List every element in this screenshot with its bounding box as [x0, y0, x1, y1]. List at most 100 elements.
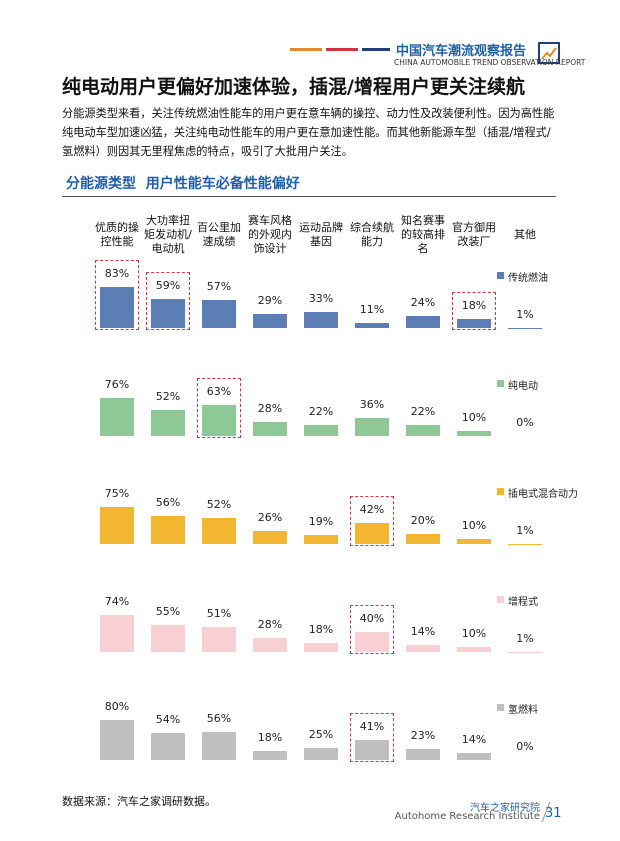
category-label: 官方御用改装厂 — [452, 221, 496, 248]
value-label: 74% — [104, 595, 130, 608]
value-label: 59% — [155, 278, 181, 292]
bar — [202, 404, 236, 436]
bar — [406, 534, 440, 544]
highlight-box — [452, 292, 496, 330]
value-label: 76% — [104, 378, 130, 391]
bar — [202, 518, 236, 544]
value-label: 18% — [257, 731, 283, 744]
value-label: 10% — [461, 519, 487, 532]
value-label: 41% — [359, 719, 385, 733]
bar — [253, 638, 287, 652]
legend-swatch — [497, 380, 504, 387]
bar — [457, 319, 491, 328]
deco-line — [326, 48, 358, 51]
highlight-box — [350, 712, 394, 762]
institute-en: Autohome Research Institute — [394, 811, 540, 822]
legend-label: 氢燃料 — [508, 705, 538, 716]
value-label: 0% — [516, 416, 534, 429]
legend-label: 传统燃油 — [508, 273, 548, 284]
bar — [355, 739, 389, 760]
bar — [100, 615, 134, 652]
category-label: 其他 — [514, 228, 536, 241]
category-label: 大功率扭矩发动机/电动机 — [144, 214, 192, 255]
value-label: 1% — [516, 307, 534, 321]
value-label: 23% — [410, 728, 436, 742]
category-label: 综合续航能力 — [350, 221, 394, 248]
bar — [253, 313, 287, 328]
bar — [457, 647, 491, 652]
bar — [304, 534, 338, 544]
legend-swatch — [497, 704, 504, 711]
page-title: 纯电动用户更偏好加速体验，插混/增程用户更关注续航 — [62, 76, 525, 98]
bar — [355, 322, 389, 328]
bar — [355, 523, 389, 544]
bar — [253, 422, 287, 436]
highlight-box — [350, 496, 394, 546]
bar — [304, 643, 338, 652]
value-label: 28% — [257, 402, 283, 415]
category-label: 知名赛事的较高排名 — [401, 214, 445, 255]
value-label: 56% — [206, 712, 232, 725]
report-title: 中国汽车潮流观察报告 — [396, 44, 527, 59]
bar — [202, 732, 236, 760]
bar — [100, 506, 134, 544]
value-label: 1% — [516, 631, 534, 645]
value-label: 36% — [359, 398, 385, 411]
deco-line — [362, 48, 390, 51]
bar — [100, 720, 134, 760]
bar — [202, 626, 236, 652]
report-icon — [538, 42, 560, 64]
value-label: 11% — [359, 302, 385, 316]
value-label: 42% — [359, 503, 385, 516]
value-label: 40% — [359, 612, 385, 625]
bar — [304, 311, 338, 328]
legend-label: 纯电动 — [508, 381, 538, 392]
bar — [304, 747, 338, 760]
highlight-box — [95, 259, 139, 330]
bar — [406, 645, 440, 652]
bar — [457, 431, 491, 436]
bar — [151, 298, 185, 328]
source: 数据来源：汽车之家调研数据。 — [62, 795, 216, 808]
value-label: 29% — [257, 293, 283, 307]
highlight-box — [350, 605, 394, 654]
category-label: 百公里加速成绩 — [197, 221, 241, 248]
bar — [508, 327, 542, 328]
legend-swatch — [497, 596, 504, 603]
institute-cn: 汽车之家研究院 — [470, 803, 540, 814]
bar — [151, 733, 185, 760]
legend-swatch — [497, 488, 504, 495]
value-label: 83% — [104, 266, 130, 280]
bar — [304, 425, 338, 436]
value-label: 56% — [155, 496, 181, 509]
highlight-box — [197, 377, 241, 438]
bar — [406, 748, 440, 760]
bar — [151, 624, 185, 652]
deco-line — [290, 48, 322, 51]
section-title: 分能源类型 用户性能车必备性能偏好 — [66, 176, 300, 192]
value-label: 20% — [410, 514, 436, 527]
value-label: 28% — [257, 618, 283, 631]
value-label: 25% — [308, 727, 334, 741]
value-label: 75% — [104, 486, 130, 500]
value-label: 26% — [257, 511, 283, 524]
value-label: 22% — [410, 405, 436, 418]
value-label: 10% — [461, 627, 487, 640]
value-label: 18% — [461, 299, 487, 312]
bar — [406, 316, 440, 328]
report-subtitle: CHINA AUTOMOBILE TREND OBSERVATION REPOR… — [394, 58, 586, 67]
bar — [355, 632, 389, 652]
bar — [508, 651, 542, 652]
value-label: 55% — [155, 604, 181, 618]
highlight-box — [146, 271, 190, 330]
bar — [253, 751, 287, 760]
bar — [151, 410, 185, 436]
category-label: 运动品牌基因 — [299, 221, 343, 248]
value-label: 19% — [308, 514, 334, 528]
value-label: 14% — [461, 733, 487, 746]
page-number: 31 — [545, 806, 562, 821]
value-label: 33% — [308, 291, 334, 305]
value-label: 52% — [206, 498, 232, 511]
bar — [355, 418, 389, 436]
